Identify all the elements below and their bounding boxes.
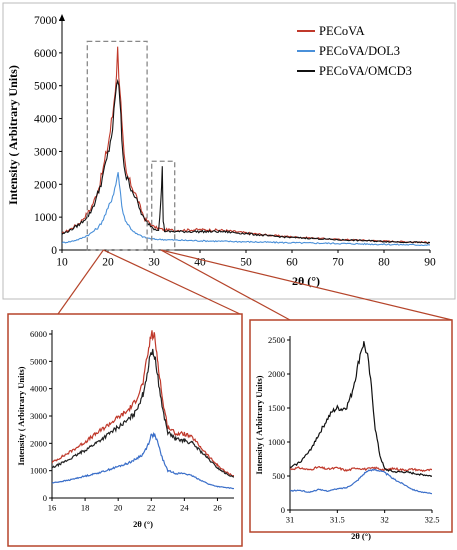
y-axis-arrow [59, 14, 65, 21]
callout-line [160, 249, 453, 321]
series-line-pecova [52, 330, 234, 477]
y-tick-label: 0 [281, 505, 285, 515]
x-tick-label: 24 [180, 503, 189, 513]
y-tick-label: 7000 [34, 15, 57, 27]
y-tick-label: 4000 [34, 114, 57, 126]
chart-frame-inset-left [7, 313, 243, 547]
x-tick-label: 26 [213, 503, 222, 513]
y-tick-label: 2500 [268, 335, 285, 345]
series-line-pecova-omcd3 [52, 348, 234, 478]
x-tick-label: 22 [147, 503, 156, 513]
y-tick-label: 5000 [34, 81, 57, 93]
y-tick-label: 6000 [30, 329, 47, 339]
x-tick-label: 70 [332, 257, 344, 269]
y-tick-label: 5000 [30, 356, 47, 366]
chart-inset-right: 31 31.5 32 32.5 0 500 1000 1500 2000 2500 2θ (°) In… [249, 319, 453, 541]
x-axis-title: 2θ (°) [292, 274, 320, 288]
x-tick-label: 40 [194, 257, 206, 269]
y-tick-label: 2000 [30, 438, 47, 448]
legend-label: PECoVA/OMCD3 [319, 64, 412, 78]
x-tick-label: 31.5 [330, 515, 345, 525]
x-tick-label: 31 [286, 515, 295, 525]
y-tick-label: 1500 [268, 403, 285, 413]
callout-line [103, 249, 241, 315]
x-tick-label: 80 [378, 257, 390, 269]
chart-main: 10 20 30 40 50 60 70 80 90 0 1000 2000 3000 4000 5000 6… [2, 2, 456, 300]
callout-line [160, 249, 291, 321]
y-tick-label: 3000 [34, 146, 57, 158]
x-tick-label: 20 [102, 257, 114, 269]
x-axis-title: 2θ (°) [133, 519, 153, 529]
series-line-pecova-omcd3 [62, 78, 430, 245]
series-line-pecova-dol3 [290, 468, 432, 495]
y-tick-label: 0 [51, 245, 57, 257]
x-tick-label: 50 [240, 257, 252, 269]
x-tick-label: 10 [56, 257, 68, 269]
y-tick-label: 0 [43, 493, 47, 503]
x-tick-label: 32.5 [425, 515, 440, 525]
y-tick-label: 1000 [268, 437, 285, 447]
series-line-pecova-dol3 [62, 172, 430, 247]
series-line-pecova [290, 466, 432, 473]
x-tick-label: 30 [148, 257, 160, 269]
y-tick-label: 2000 [34, 179, 57, 191]
x-tick-label: 90 [424, 257, 436, 269]
y-axis-title: Intensity ( Arbitrary Units) [6, 65, 20, 205]
y-tick-label: 1000 [30, 466, 47, 476]
y-tick-label: 6000 [34, 48, 57, 60]
chart-inset-left: 16 18 20 22 24 26 0 1000 2000 3000 4000 5000 6000 2θ … [7, 313, 243, 547]
x-tick-label: 60 [286, 257, 298, 269]
y-tick-label: 1000 [34, 212, 57, 224]
x-tick-label: 18 [81, 503, 90, 513]
y-axis-title: Intensity ( Arbitrary Units) [254, 375, 264, 474]
y-tick-label: 3000 [30, 411, 47, 421]
y-axis-title: Intensity ( Arbitrary Units) [16, 366, 26, 465]
y-tick-label: 2000 [268, 369, 285, 379]
callout-line [57, 249, 104, 315]
chart-frame-inset-right [249, 319, 453, 533]
x-tick-label: 32 [380, 515, 389, 525]
y-tick-label: 4000 [30, 384, 47, 394]
x-tick-label: 16 [48, 503, 57, 513]
x-tick-label: 20 [114, 503, 123, 513]
legend-label: PECoVA/DOL3 [319, 44, 400, 58]
zoom-box-left [86, 40, 148, 251]
y-tick-label: 500 [272, 471, 285, 481]
series-line-pecova-omcd3 [290, 341, 432, 477]
legend-label: PECoVA [319, 24, 365, 38]
x-axis-title: 2θ (°) [351, 531, 371, 541]
series-line-pecova-dol3 [52, 431, 234, 490]
